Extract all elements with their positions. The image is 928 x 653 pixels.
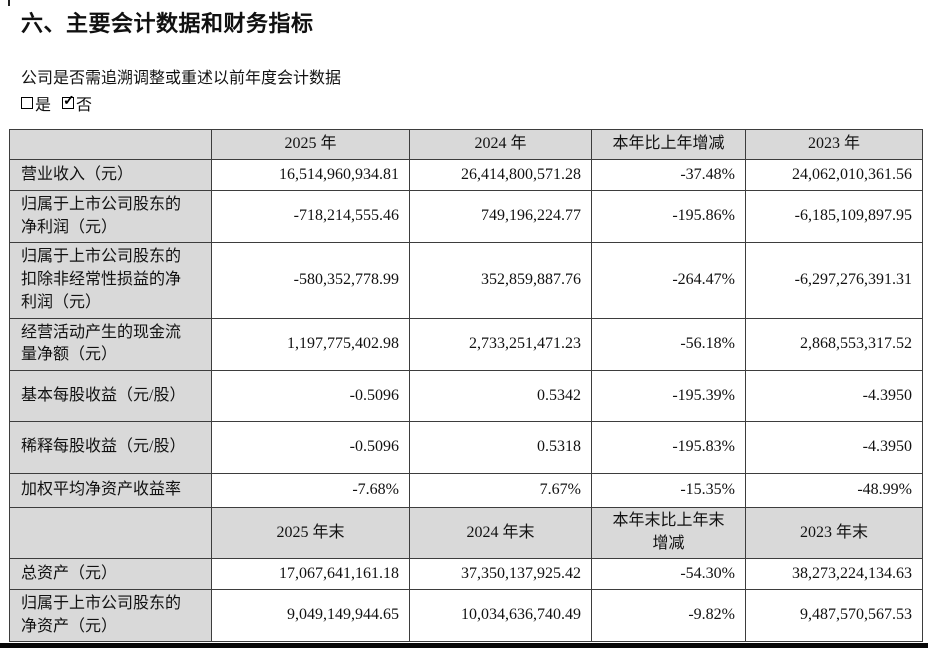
- table-row: 加权平均净资产收益率 -7.68% 7.67% -15.35% -48.99%: [9, 473, 923, 509]
- metric-value-cell: -0.5096: [211, 370, 410, 423]
- metric-value-cell: -0.5096: [211, 421, 410, 475]
- metric-value-cell: 7.67%: [409, 473, 592, 509]
- year-header-cell: [9, 129, 212, 160]
- metric-value-cell: -56.18%: [591, 317, 746, 372]
- metric-value-cell: -9.82%: [591, 589, 746, 643]
- metric-label-cell: 加权平均净资产收益率: [9, 473, 212, 509]
- metric-value-cell: 16,514,960,934.81: [211, 159, 410, 191]
- metric-label-cell: 归属于上市公司股东的净资产（元）: [9, 589, 212, 643]
- checkbox-unchecked-icon: [21, 97, 33, 109]
- table-row: 归属于上市公司股东的净利润（元） -718,214,555.46 749,196,2…: [9, 189, 923, 244]
- metric-value-cell: -195.86%: [591, 189, 746, 244]
- year-header-cell: 2025 年: [211, 129, 410, 160]
- metric-label-cell: 经营活动产生的现金流量净额（元）: [9, 317, 212, 372]
- year-header-cell: [9, 507, 212, 560]
- restatement-question: 公司是否需追溯调整或重述以前年度会计数据: [21, 70, 342, 87]
- metric-value-cell: -264.47%: [591, 242, 746, 319]
- page-bottom-bar: [0, 643, 928, 648]
- metric-value-cell: -195.39%: [591, 370, 746, 423]
- year-header-cell: 2023 年: [745, 129, 923, 160]
- year-header-cell: 本年末比上年末增减: [591, 507, 746, 560]
- metric-value-cell: -718,214,555.46: [211, 189, 410, 244]
- metric-value-cell: 24,062,010,361.56: [745, 159, 923, 191]
- metric-label-cell: 总资产（元）: [9, 558, 212, 591]
- option-yes-label: 是: [35, 97, 52, 114]
- year-header-cell: 2024 年末: [409, 507, 592, 560]
- metric-label-cell: 营业收入（元）: [9, 159, 212, 191]
- page-edge-mark: [8, 0, 10, 6]
- year-header-cell: 2023 年末: [745, 507, 923, 560]
- metric-value-cell: -48.99%: [745, 473, 923, 509]
- checkbox-checked-icon: [62, 93, 75, 110]
- year-header-cell: 2024 年: [409, 129, 592, 160]
- metric-value-cell: 0.5318: [409, 421, 592, 475]
- metric-value-cell: 10,034,636,740.49: [409, 589, 592, 643]
- header-row: 2025 年末 2024 年末 本年末比上年末增减 2023 年末: [9, 507, 923, 560]
- section-title: 六、主要会计数据和财务指标: [21, 11, 314, 36]
- metric-value-cell: -4.3950: [745, 370, 923, 423]
- metric-value-cell: 9,487,570,567.53: [745, 589, 923, 643]
- metric-label-cell: 归属于上市公司股东的扣除非经常性损益的净利润（元）: [9, 242, 212, 319]
- option-no-label: 否: [76, 97, 93, 114]
- metric-value-cell: 9,049,149,944.65: [211, 589, 410, 643]
- metric-value-cell: 38,273,224,134.63: [745, 558, 923, 591]
- table-row: 营业收入（元） 16,514,960,934.81 26,414,800,571.2…: [9, 159, 923, 191]
- metric-value-cell: 749,196,224.77: [409, 189, 592, 244]
- metric-value-cell: -15.35%: [591, 473, 746, 509]
- metric-value-cell: -54.30%: [591, 558, 746, 591]
- year-header-cell: 本年比上年增减: [591, 129, 746, 160]
- year-header-cell: 2025 年末: [211, 507, 410, 560]
- metric-value-cell: -4.3950: [745, 421, 923, 475]
- metric-value-cell: 37,350,137,925.42: [409, 558, 592, 591]
- table-row: 经营活动产生的现金流量净额（元） 1,197,775,402.98 2,733,25…: [9, 317, 923, 372]
- metric-label-cell: 归属于上市公司股东的净利润（元）: [9, 189, 212, 244]
- metric-value-cell: 2,733,251,471.23: [409, 317, 592, 372]
- table-row: 归属于上市公司股东的扣除非经常性损益的净利润（元） -580,352,778.99…: [9, 242, 923, 319]
- metric-value-cell: 2,868,553,317.52: [745, 317, 923, 372]
- header-row: 2025 年 2024 年本年比上年增减 2023 年: [9, 129, 923, 160]
- metric-value-cell: -37.48%: [591, 159, 746, 191]
- table-row: 总资产（元） 17,067,641,161.18 37,350,137,925.42…: [9, 558, 923, 591]
- metric-value-cell: -6,185,109,897.95: [745, 189, 923, 244]
- metric-value-cell: 1,197,775,402.98: [211, 317, 410, 372]
- metric-value-cell: 26,414,800,571.28: [409, 159, 592, 191]
- option-no: 否: [62, 91, 92, 115]
- metric-value-cell: -7.68%: [211, 473, 410, 509]
- table-row: 归属于上市公司股东的净资产（元） 9,049,149,944.65 10,034,6…: [9, 589, 923, 643]
- metric-value-cell: -195.83%: [591, 421, 746, 475]
- metric-value-cell: 0.5342: [409, 370, 592, 423]
- metric-value-cell: -6,297,276,391.31: [745, 242, 923, 319]
- metric-value-cell: 17,067,641,161.18: [211, 558, 410, 591]
- table-row: 稀释每股收益（元/股） -0.5096 0.5318 -195.83% -4.3950: [9, 421, 923, 475]
- metric-label-cell: 基本每股收益（元/股）: [9, 370, 212, 423]
- table-row: 基本每股收益（元/股） -0.5096 0.5342 -195.39% -4.3950: [9, 370, 923, 423]
- metric-value-cell: -580,352,778.99: [211, 242, 410, 319]
- metric-value-cell: 352,859,887.76: [409, 242, 592, 319]
- restatement-options: 是 否: [21, 91, 92, 115]
- metric-label-cell: 稀释每股收益（元/股）: [9, 421, 212, 475]
- option-yes: 是: [21, 91, 51, 115]
- financial-indicators-table: 2025 年 2024 年本年比上年增减 2023 年营业收入（元） 16,514,9…: [9, 129, 923, 643]
